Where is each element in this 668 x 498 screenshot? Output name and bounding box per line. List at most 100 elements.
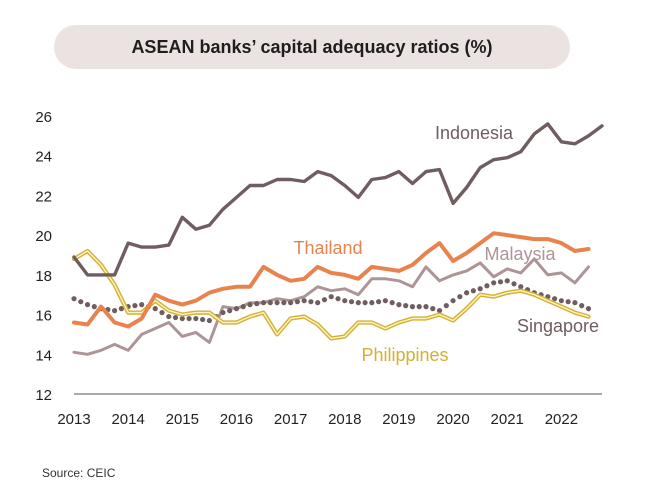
data-point (348, 299, 355, 305)
series-indonesia-line (72, 122, 604, 277)
series-labels: Indonesia Thailand Malaysia Singapore Philip… (293, 123, 599, 365)
x-tick-label: 2021 (491, 411, 524, 428)
y-tick-label: 26 (35, 109, 52, 126)
data-point (200, 316, 206, 323)
data-point (389, 300, 395, 306)
data-point (84, 302, 91, 308)
data-point (233, 306, 240, 312)
data-point (484, 283, 490, 289)
data-point (470, 288, 476, 294)
data-point (166, 313, 172, 320)
data-point (579, 303, 585, 309)
data-point (497, 279, 504, 285)
data-point (112, 308, 118, 314)
y-tick-label: 16 (35, 308, 52, 325)
x-tick-label: 2016 (220, 411, 253, 428)
y-tick-label: 20 (35, 228, 52, 245)
data-point (152, 306, 158, 312)
data-point (328, 294, 334, 300)
x-tick-label: 2020 (436, 411, 469, 428)
x-tick-label: 2018 (328, 411, 361, 428)
data-point (355, 300, 361, 306)
x-tick-label: 2017 (274, 411, 307, 428)
data-point (443, 303, 449, 309)
data-point (409, 304, 416, 310)
data-point (321, 297, 328, 303)
data-point (159, 309, 165, 316)
data-point (220, 309, 226, 316)
series-label-thailand: Thailand (293, 238, 362, 258)
data-point (362, 300, 368, 306)
data-point (558, 298, 564, 304)
data-point (179, 315, 185, 322)
y-tick-label: 24 (35, 149, 52, 166)
data-point (315, 300, 321, 306)
data-point (565, 299, 571, 305)
data-point (172, 314, 179, 321)
series-malaysia-line (72, 257, 590, 356)
data-point (294, 299, 300, 305)
data-point (71, 296, 77, 302)
data-point (335, 296, 341, 302)
data-point (552, 296, 558, 302)
data-point (139, 302, 145, 308)
data-point (288, 300, 294, 306)
series-singapore-dots (71, 278, 592, 324)
data-point (518, 284, 524, 290)
data-point (240, 304, 246, 310)
y-tick-label: 14 (35, 347, 52, 364)
data-point (382, 298, 388, 304)
data-point (585, 306, 592, 312)
source-note: Source: CEIC (42, 466, 116, 480)
data-point (396, 302, 402, 308)
chart-title-banner: ASEAN banks’ capital adequacy ratios (%) (54, 25, 570, 69)
data-point (193, 315, 199, 322)
series-lines (71, 122, 604, 356)
data-point (477, 286, 483, 292)
data-point (511, 281, 517, 287)
data-point (342, 298, 348, 304)
data-point (274, 300, 280, 306)
x-tick-label: 2013 (57, 411, 90, 428)
data-point (260, 300, 267, 306)
series-label-singapore: Singapore (517, 316, 599, 336)
series-label-indonesia: Indonesia (435, 123, 514, 143)
series-label-philippines: Philippines (361, 345, 448, 365)
x-tick-label: 2019 (382, 411, 415, 428)
data-point (430, 306, 436, 312)
data-point (308, 299, 314, 305)
data-point (403, 303, 409, 309)
data-point (206, 317, 212, 324)
x-tick-label: 2014 (111, 411, 144, 428)
data-point (267, 300, 273, 306)
data-point (227, 308, 233, 314)
y-tick-label: 12 (35, 387, 52, 404)
data-point (416, 304, 422, 310)
data-point (457, 294, 463, 300)
data-point (464, 290, 470, 296)
data-point (450, 298, 456, 304)
data-point (281, 300, 287, 306)
y-tick-label: 18 (35, 268, 52, 285)
data-point (254, 301, 260, 307)
data-point (504, 278, 510, 284)
data-point (132, 303, 138, 309)
axes: 12 14 16 18 20 22 24 26 2013 2014 2015 2016 2017 2018… (35, 109, 602, 428)
data-point (369, 300, 375, 306)
data-point (423, 304, 429, 310)
data-point (572, 300, 578, 306)
data-point (118, 306, 124, 312)
series-label-malaysia: Malaysia (484, 244, 556, 264)
series-philippines-line-core (73, 250, 590, 340)
data-point (301, 298, 307, 304)
series-thailand-line (72, 231, 591, 329)
data-point (436, 308, 443, 314)
data-point (78, 299, 84, 305)
data-point (186, 315, 192, 322)
data-point (491, 280, 497, 286)
y-tick-label: 22 (35, 188, 52, 205)
data-point (247, 302, 253, 308)
x-tick-label: 2015 (166, 411, 199, 428)
chart-title: ASEAN banks’ capital adequacy ratios (%) (131, 36, 493, 57)
